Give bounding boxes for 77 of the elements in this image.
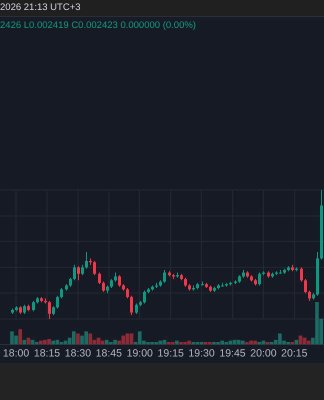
bar: [113, 340, 117, 344]
candlestick: [143, 290, 146, 304]
bar: [121, 336, 126, 344]
x-tick-label: 18:30: [64, 348, 92, 360]
bar: [43, 340, 47, 344]
bar: [84, 331, 88, 344]
bar: [51, 340, 56, 344]
bar: [72, 331, 76, 344]
candlestick: [69, 277, 72, 288]
x-tick-label: 18:00: [2, 348, 30, 360]
candlestick: [98, 272, 101, 285]
bar: [138, 331, 142, 344]
candlestick: [304, 278, 307, 294]
text: 2426 L0.002419 C0.002423 0.000000 (0.00%): [0, 20, 196, 31]
bar: [249, 340, 253, 344]
bar: [10, 331, 14, 344]
bar: [158, 340, 162, 344]
bar: [175, 340, 179, 344]
bar: [240, 340, 245, 344]
bar: [315, 302, 319, 344]
candlestick: [258, 272, 261, 286]
candlestick: [23, 304, 26, 314]
bar: [302, 338, 306, 344]
bar: [38, 340, 43, 344]
bar: [130, 333, 134, 344]
bar: [14, 336, 18, 344]
candlestick: [60, 288, 63, 299]
bar: [80, 336, 84, 344]
candlestick: [93, 260, 96, 276]
bar: [262, 340, 266, 344]
bar: [26, 338, 30, 344]
candlestick: [102, 281, 105, 292]
bar: [88, 333, 92, 344]
bar: [306, 340, 311, 344]
candlestick: [118, 274, 121, 288]
candlestick: [77, 266, 80, 281]
bar: [253, 340, 257, 344]
candlestick: [126, 288, 129, 299]
bar: [30, 340, 34, 344]
x-tick-label: 20:15: [281, 348, 308, 360]
bar: [162, 340, 166, 344]
bar: [187, 340, 192, 344]
candlestick: [32, 300, 35, 312]
bar: [228, 340, 232, 344]
candlestick: [163, 269, 166, 284]
bar: [100, 340, 104, 344]
candlestick: [56, 295, 59, 310]
candlestick: [73, 264, 76, 281]
x-tick-label: 20:00: [250, 348, 277, 360]
candlestick: [308, 290, 311, 302]
x-tick-label: 19:00: [126, 348, 154, 360]
bar: [64, 340, 68, 344]
candlestick: [184, 277, 187, 288]
bar: [126, 333, 130, 344]
bar: [96, 338, 100, 344]
x-tick-label: 19:30: [188, 348, 215, 360]
text: 2026 21:13 UTC+3: [0, 2, 81, 13]
candlestick: [52, 306, 55, 316]
candlestick: [135, 303, 138, 314]
candlestick: [48, 300, 51, 320]
x-tick-label: 18:45: [96, 348, 122, 360]
candlestick: [81, 264, 84, 276]
bar: [18, 329, 22, 344]
candlestick: [85, 251, 88, 270]
bar: [232, 340, 236, 344]
candlestick: [110, 278, 113, 289]
bar: [220, 340, 224, 344]
x-tick-label: 19:15: [158, 348, 184, 360]
x-tick-label: 18:15: [34, 348, 60, 360]
candlestick: [130, 295, 133, 316]
bar: [47, 338, 51, 344]
candlestick: [114, 272, 117, 282]
candlestick: [300, 266, 303, 282]
bar: [76, 333, 80, 344]
bar: [298, 336, 302, 344]
bar: [278, 333, 282, 344]
x-tick-label: 19:45: [219, 348, 246, 360]
